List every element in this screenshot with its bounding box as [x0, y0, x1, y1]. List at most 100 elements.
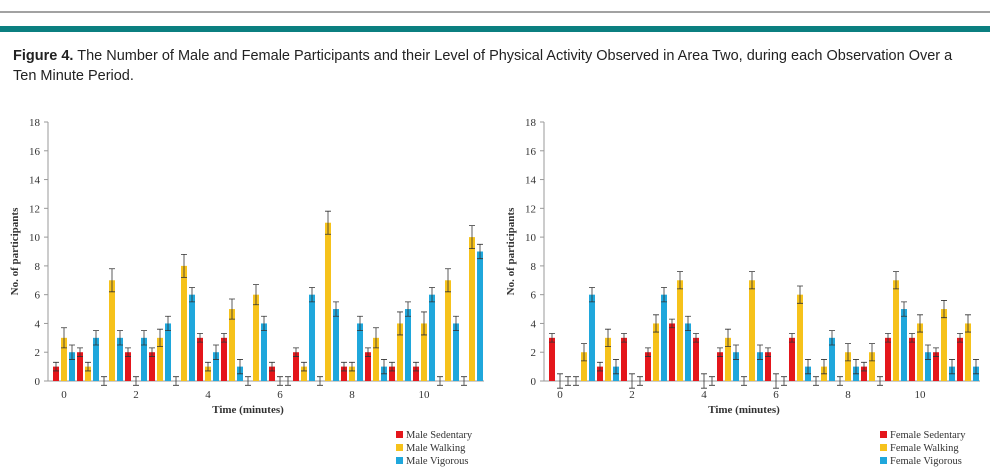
error-bar	[205, 361, 211, 372]
x-tick-label: 0	[557, 389, 563, 401]
bar	[725, 337, 731, 381]
bar	[549, 337, 555, 381]
error-bar	[157, 328, 163, 347]
error-bar	[933, 347, 939, 357]
error-bar	[253, 284, 259, 306]
bar	[901, 309, 907, 381]
error-bar	[405, 301, 411, 317]
bar	[645, 352, 651, 381]
bar	[333, 309, 339, 381]
error-bar	[757, 344, 763, 360]
error-bar	[437, 376, 443, 386]
x-tick-label: 10	[915, 389, 927, 401]
error-bar	[365, 347, 371, 357]
error-bar	[165, 315, 171, 332]
bar	[125, 352, 131, 381]
error-bar	[781, 376, 787, 386]
error-bar	[565, 376, 571, 386]
teal-band	[0, 26, 990, 32]
bar	[909, 337, 915, 381]
error-bar	[117, 330, 123, 346]
bar	[597, 366, 603, 381]
bar	[925, 352, 931, 381]
error-bar	[589, 287, 595, 303]
error-bar	[837, 376, 843, 386]
y-tick-label: 6	[531, 290, 537, 302]
bar	[197, 337, 203, 381]
error-bar	[581, 343, 587, 362]
x-tick-label: 4	[205, 389, 211, 401]
y-tick-label: 8	[531, 261, 537, 273]
error-bar	[925, 344, 931, 360]
error-bar	[133, 376, 139, 386]
y-tick-label: 14	[525, 175, 537, 187]
legend-label: Female Sedentary	[890, 430, 966, 441]
y-tick-label: 0	[35, 376, 41, 388]
y-tick-label: 18	[525, 117, 537, 129]
bar	[621, 337, 627, 381]
error-bar	[549, 333, 555, 343]
bar	[885, 337, 891, 381]
error-bar	[413, 361, 419, 372]
y-tick-label: 2	[35, 347, 41, 359]
x-tick-label: 4	[701, 389, 707, 401]
error-bar	[885, 333, 891, 343]
error-bar	[645, 347, 651, 357]
bar	[157, 337, 163, 381]
y-tick-label: 4	[531, 318, 537, 330]
error-bar	[445, 268, 451, 293]
bar	[389, 366, 395, 381]
bar	[661, 294, 667, 381]
error-bar	[917, 314, 923, 333]
error-bar	[277, 376, 283, 386]
legend-label: Female Walking	[890, 443, 959, 454]
error-bar	[333, 301, 339, 317]
bar	[765, 352, 771, 381]
bar	[373, 337, 379, 381]
bar	[325, 222, 331, 381]
error-bar	[717, 347, 723, 357]
error-bar	[629, 373, 635, 389]
x-tick-label: 6	[773, 389, 779, 401]
error-bar	[109, 268, 115, 293]
error-bar	[789, 333, 795, 343]
error-bar	[797, 285, 803, 304]
error-bar	[605, 328, 611, 347]
error-bar	[229, 298, 235, 320]
error-bar	[149, 347, 155, 357]
error-bar	[941, 300, 947, 319]
bar	[229, 309, 235, 381]
error-bar	[877, 376, 883, 386]
bar	[309, 294, 315, 381]
bar	[141, 337, 147, 381]
error-bar	[349, 361, 355, 372]
error-bar	[749, 271, 755, 290]
y-tick-label: 12	[525, 203, 536, 215]
bar	[797, 294, 803, 381]
bar	[357, 323, 363, 381]
bar	[693, 337, 699, 381]
error-bar	[845, 343, 851, 362]
y-tick-label: 14	[29, 175, 41, 187]
error-bar	[573, 376, 579, 386]
bar	[733, 352, 739, 381]
error-bar	[701, 373, 707, 389]
bar	[253, 294, 259, 381]
bar	[669, 323, 675, 381]
bar	[893, 280, 899, 381]
caption-text: The Number of Male and Female Participan…	[13, 48, 953, 84]
error-bar	[909, 333, 915, 343]
bar	[413, 366, 419, 381]
bar	[221, 337, 227, 381]
error-bar	[125, 347, 131, 357]
bar	[429, 294, 435, 381]
error-bar	[677, 271, 683, 290]
legend-swatch	[880, 457, 887, 464]
legend-swatch	[396, 444, 403, 451]
bar	[965, 323, 971, 381]
y-axis-title: No. of participants	[505, 207, 517, 295]
error-bar	[805, 359, 811, 375]
bar	[117, 337, 123, 381]
bar	[189, 294, 195, 381]
